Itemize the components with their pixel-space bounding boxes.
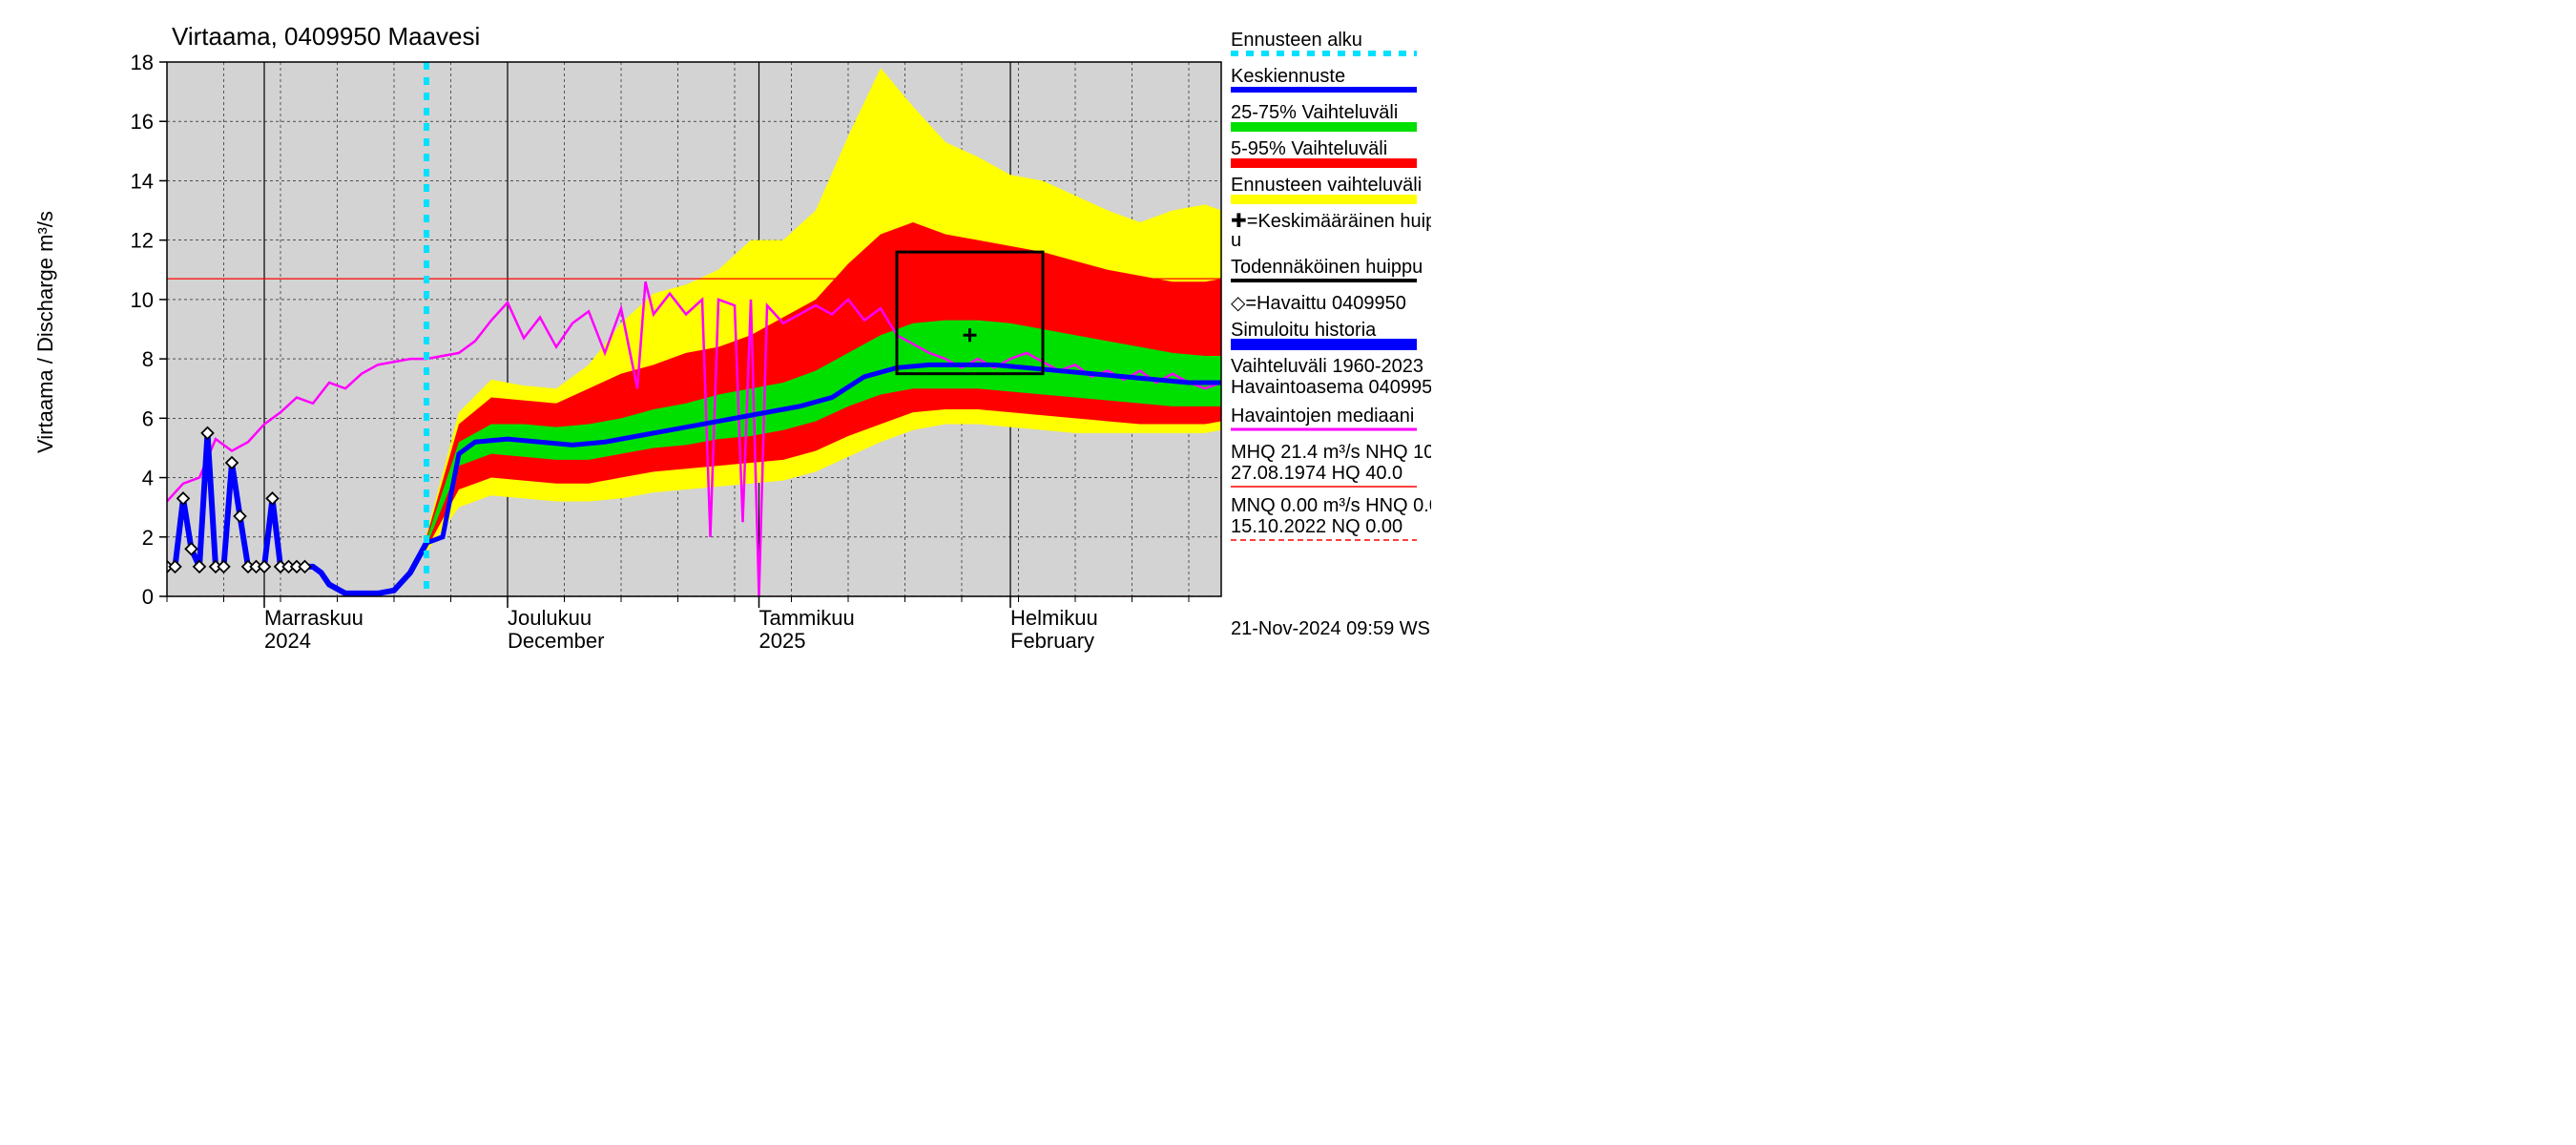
legend-label: Havaintoasema 0409950	[1231, 377, 1431, 398]
legend-label: Havaintojen mediaani	[1231, 406, 1414, 427]
month-bot: February	[1010, 629, 1094, 653]
footer-timestamp: 21-Nov-2024 09:59 WSFS-O	[1231, 618, 1431, 639]
legend-item: Ennusteen vaihteluväli	[1231, 175, 1422, 204]
legend-label: ◇=Havaittu 0409950	[1231, 293, 1406, 314]
y-axis-label: Virtaama / Discharge m³/s	[33, 211, 57, 453]
legend-item: Havaintojen mediaani	[1231, 406, 1417, 429]
legend-item: Keskiennuste	[1231, 66, 1417, 90]
legend-item: 27.08.1974 HQ 40.0	[1231, 463, 1417, 487]
month-bot: December	[508, 629, 604, 653]
legend-label: 25-75% Vaihteluväli	[1231, 102, 1398, 123]
legend-label: ✚=Keskimääräinen huippu	[1231, 211, 1431, 232]
legend-item: 5-95% Vaihteluväli	[1231, 138, 1417, 168]
y-tick-label: 4	[142, 467, 154, 490]
month-top: Joulukuu	[508, 606, 592, 630]
month-bot: 2025	[759, 629, 806, 653]
legend-label: Keskiennuste	[1231, 66, 1345, 87]
legend-item: Vaihteluväli 1960-2023	[1231, 356, 1423, 377]
legend-item: Ennusteen alku	[1231, 30, 1417, 53]
legend-item: Simuloitu historia	[1231, 320, 1417, 350]
y-tick-label: 16	[131, 110, 154, 134]
legend-item: 15.10.2022 NQ 0.00	[1231, 516, 1417, 540]
legend-label: Simuloitu historia	[1231, 320, 1377, 341]
legend-item: MNQ 0.00 m³/s HNQ 0.01	[1231, 495, 1431, 516]
y-tick-label: 12	[131, 229, 154, 253]
legend-label: MNQ 0.00 m³/s HNQ 0.01	[1231, 495, 1431, 516]
legend-item: Todennäköinen huippu	[1231, 257, 1423, 281]
y-tick-label: 8	[142, 347, 154, 371]
y-tick-label: 18	[131, 51, 154, 74]
legend-item: Havaintoasema 0409950	[1231, 377, 1431, 398]
legend-label: Todennäköinen huippu	[1231, 257, 1423, 278]
svg-text:u: u	[1231, 230, 1241, 251]
legend-label: MHQ 21.4 m³/s NHQ 10.7	[1231, 442, 1431, 463]
legend-label: 27.08.1974 HQ 40.0	[1231, 463, 1402, 484]
month-top: Marraskuu	[264, 606, 364, 630]
legend-item: ✚=Keskimääräinen huippuu	[1231, 211, 1431, 251]
discharge-chart: 0 2 4 6 8 10 12 14 16 18 Marraskuu2024 JoulukuuDece…	[0, 0, 1431, 668]
month-top: Helmikuu	[1010, 606, 1098, 630]
month-top: Tammikuu	[759, 606, 855, 630]
legend-item: 25-75% Vaihteluväli	[1231, 102, 1417, 132]
legend-item: ◇=Havaittu 0409950	[1231, 293, 1406, 314]
legend-label: Vaihteluväli 1960-2023	[1231, 356, 1423, 377]
legend-label: Ennusteen vaihteluväli	[1231, 175, 1422, 196]
legend-label: 15.10.2022 NQ 0.00	[1231, 516, 1402, 537]
y-tick-label: 0	[142, 585, 154, 609]
chart-title: Virtaama, 0409950 Maavesi	[172, 22, 480, 51]
legend-item: MHQ 21.4 m³/s NHQ 10.7	[1231, 442, 1431, 463]
legend-label: 5-95% Vaihteluväli	[1231, 138, 1387, 159]
legend-label: Ennusteen alku	[1231, 30, 1362, 51]
y-tick-label: 6	[142, 406, 154, 430]
y-tick-label: 2	[142, 526, 154, 550]
y-tick-label: 10	[131, 288, 154, 312]
y-tick-label: 14	[131, 169, 154, 193]
month-bot: 2024	[264, 629, 311, 653]
